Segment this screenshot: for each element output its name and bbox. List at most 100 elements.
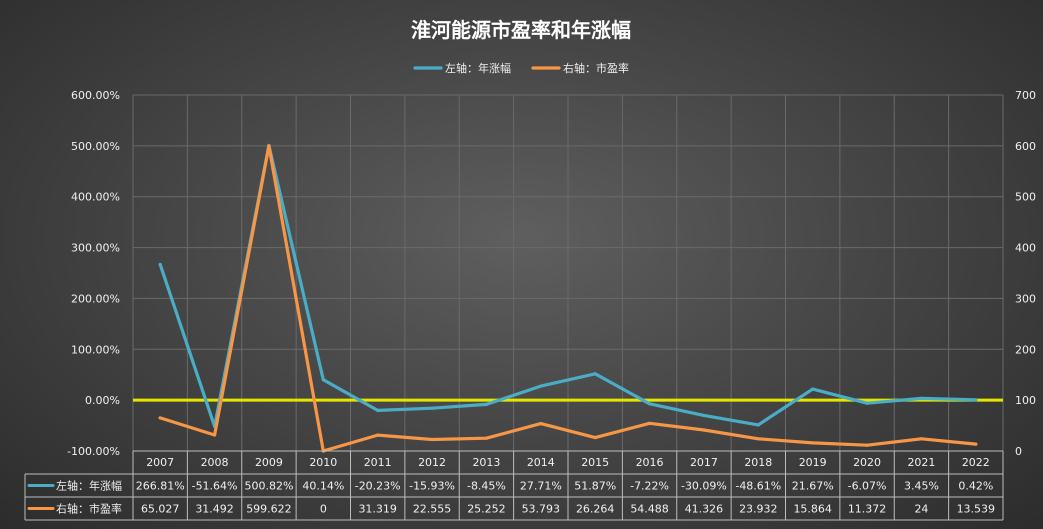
data-point	[158, 262, 162, 267]
right-axis-tick-label: 300	[1015, 292, 1036, 305]
table-cell: 25.252	[467, 503, 506, 516]
table-cell: 26.264	[576, 503, 615, 516]
table-row-header: 左轴：年涨幅	[56, 479, 122, 493]
series-line-1	[158, 143, 978, 428]
left-axis-tick-label: 100.00%	[71, 343, 120, 356]
x-axis-category-label: 2021	[907, 456, 935, 469]
table-cell: 22.555	[413, 503, 452, 516]
left-axis-tick-label: 600.00%	[71, 89, 120, 102]
x-axis-category-label: 2019	[799, 456, 827, 469]
data-point	[756, 437, 760, 441]
x-axis-category-label: 2007	[146, 456, 174, 469]
data-point	[539, 384, 543, 388]
table-cell: 0.42%	[958, 480, 993, 493]
data-point	[702, 428, 706, 432]
data-point	[212, 433, 217, 437]
data-point	[811, 441, 815, 445]
table-cell: 0	[320, 503, 327, 516]
table-cell: -20.23%	[355, 480, 401, 493]
table-cell: 51.87%	[574, 480, 616, 493]
table-cell: -51.64%	[192, 480, 238, 493]
table-cell: 27.71%	[520, 480, 562, 493]
x-axis-category-label: 2013	[472, 456, 500, 469]
right-axis-tick-label: 400	[1015, 242, 1036, 255]
table-cell: -7.22%	[630, 480, 669, 493]
table-cell: 23.932	[739, 503, 778, 516]
left-axis-tick-label: 300.00%	[71, 242, 120, 255]
data-point	[376, 433, 380, 437]
data-point	[702, 413, 706, 418]
data-point	[539, 422, 543, 426]
right-axis-tick-label: 500	[1015, 191, 1036, 204]
data-point	[647, 402, 652, 406]
x-axis-category-label: 2010	[309, 456, 337, 469]
grid	[132, 94, 1004, 452]
data-point	[647, 421, 652, 425]
table-cell: 41.326	[685, 503, 724, 516]
data-table: 2007 2008 2009 2010 2011 2012 2013 2014 2015 2016…	[24, 450, 1004, 521]
data-point	[593, 372, 597, 376]
data-point	[974, 398, 978, 402]
left-axis-tick-label: 0.00%	[85, 394, 120, 407]
x-axis-category-label: 2008	[201, 456, 229, 469]
right-axis-tick-label: 200	[1015, 343, 1036, 356]
right-axis-tick-label: 600	[1015, 140, 1036, 153]
data-point	[484, 402, 489, 407]
series-lines	[158, 143, 978, 453]
data-point	[430, 406, 434, 410]
table-cell: -6.07%	[848, 480, 887, 493]
data-point	[321, 378, 325, 382]
data-point	[756, 423, 760, 427]
data-point	[484, 436, 489, 440]
left-axis-tick-label: 200.00%	[71, 292, 120, 305]
table-cell: 65.027	[141, 503, 180, 516]
right-axis-tick-label: 0	[1015, 445, 1022, 458]
data-point	[974, 442, 978, 446]
table-cell: 31.492	[195, 503, 234, 516]
table-cell: 266.81%	[136, 480, 185, 493]
series-line-2	[158, 144, 978, 453]
data-point	[158, 416, 162, 420]
right-axis-tick-label: 100	[1015, 394, 1036, 407]
data-point	[865, 401, 869, 405]
left-axis-tick-label: 500.00%	[71, 140, 120, 153]
legend: 左轴：年涨幅 右轴：市盈率	[413, 61, 629, 75]
x-axis-category-label: 2017	[690, 456, 718, 469]
x-axis-category-label: 2012	[418, 456, 446, 469]
right-axis-tick-label: 700	[1015, 89, 1036, 102]
table-cell: 500.82%	[244, 480, 293, 493]
data-point	[593, 436, 597, 440]
x-axis-category-label: 2016	[636, 456, 664, 469]
data-point	[267, 144, 271, 148]
legend-label-1: 左轴：年涨幅	[445, 61, 511, 75]
data-point	[430, 437, 434, 442]
table-row-header: 右轴：市盈率	[56, 502, 122, 516]
x-axis-category-label: 2009	[255, 456, 283, 469]
x-axis-category-label: 2022	[962, 456, 990, 469]
table-cell: 24	[914, 503, 928, 516]
x-axis-category-label: 2015	[581, 456, 609, 469]
x-axis-category-label: 2020	[853, 456, 881, 469]
chart-title: 淮河能源市盈率和年涨幅	[411, 18, 631, 42]
x-axis-category-label: 2014	[527, 456, 555, 469]
table-cell: 13.539	[957, 503, 996, 516]
table-cell: 11.372	[848, 503, 887, 516]
left-axis: 600.00% 500.00% 400.00% 300.00% 200.00% 100.0…	[67, 89, 120, 458]
data-point	[865, 443, 869, 447]
data-point	[919, 437, 924, 441]
data-point	[811, 387, 815, 391]
left-axis-tick-label: -100.00%	[67, 445, 120, 458]
data-point	[919, 396, 924, 400]
table-cell: 40.14%	[302, 480, 344, 493]
table-cell: -8.45%	[467, 480, 506, 493]
data-point	[376, 408, 380, 413]
x-axis-category-label: 2018	[744, 456, 772, 469]
x-axis-category-label: 2011	[364, 456, 392, 469]
table-cell: -30.09%	[681, 480, 727, 493]
left-axis-tick-label: 400.00%	[71, 191, 120, 204]
table-cell: 54.488	[630, 503, 669, 516]
table-cell: 53.793	[522, 503, 561, 516]
legend-label-2: 右轴：市盈率	[563, 61, 629, 75]
right-axis: 700 600 500 400 300 200 100 0	[1015, 89, 1036, 458]
